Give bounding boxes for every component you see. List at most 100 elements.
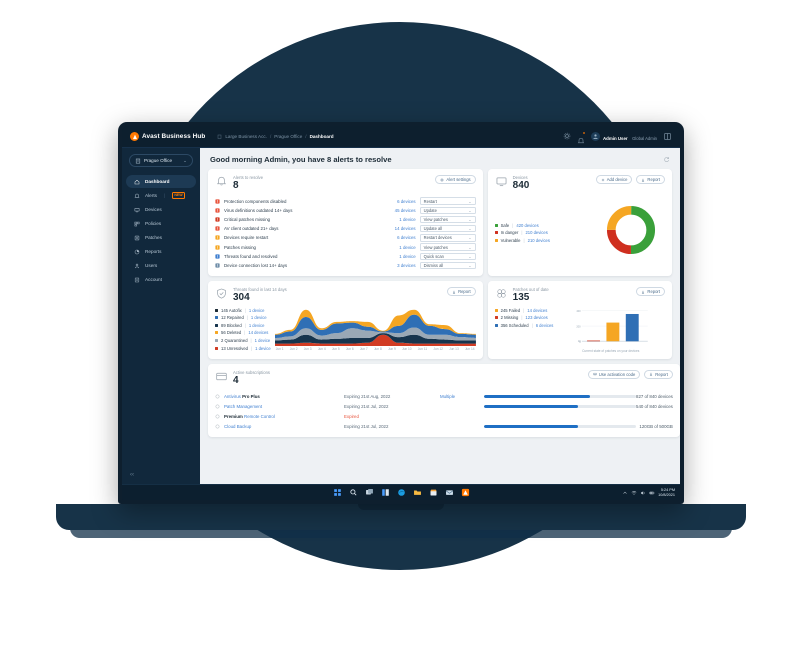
file-explorer-icon[interactable] [413, 488, 422, 497]
alert-action-select[interactable]: View patches ⌄ [419, 215, 476, 224]
office-selector[interactable]: Prague Office ⌄ [129, 154, 193, 167]
apps-grid-icon[interactable] [663, 132, 672, 141]
gear-icon[interactable] [563, 132, 571, 140]
sidebar-item-devices[interactable]: Devices [126, 203, 196, 216]
devices-report-button[interactable]: Report [636, 175, 665, 184]
legend-value[interactable]: 14 devices [248, 330, 269, 336]
avast-icon[interactable] [461, 488, 470, 497]
x-axis-tick: Jun 10 [402, 346, 412, 351]
alert-device-count[interactable]: 6 devices [397, 235, 416, 241]
legend-value[interactable]: 1 device [248, 322, 265, 328]
legend-value[interactable]: 1 device [250, 315, 267, 321]
sidebar-item-account[interactable]: Account [126, 273, 196, 286]
alert-row: Patches missing 1 device View patches ⌄ [215, 242, 476, 251]
legend-separator: | [244, 322, 246, 328]
subscription-quantity: 827 of 840 devices [636, 393, 673, 399]
alert-name: Threats found and resolved [224, 253, 278, 259]
threats-legend-item: 13 Unresolved | 1 device [215, 346, 271, 351]
legend-value[interactable]: 6 devices [535, 322, 554, 328]
sidebar-item-reports[interactable]: Reports [126, 245, 196, 258]
subscription-name[interactable]: Patch Management [224, 403, 263, 409]
app-body: Prague Office ⌄ Dashboard Alerts | NEW [122, 148, 680, 484]
brand-name: Avast Business Hub [142, 133, 206, 140]
start-icon[interactable] [333, 488, 342, 497]
alert-action-select[interactable]: Quick scan ⌄ [419, 252, 476, 260]
legend-value[interactable]: 210 devices [527, 237, 550, 243]
legend-value[interactable]: 14 devices [527, 307, 548, 313]
monitor-icon [496, 177, 507, 187]
notification-badge [581, 131, 586, 136]
subscriptions-report-button[interactable]: Report [644, 369, 673, 379]
sidebar-item-policies[interactable]: Policies [126, 217, 196, 230]
patches-report-button[interactable]: Report [636, 287, 665, 297]
alert-device-count[interactable]: 45 devices [394, 207, 416, 213]
alert-row: Device connection lost 14+ days 3 devices… [215, 261, 476, 270]
subscription-progress-bar [484, 404, 636, 408]
user-info: Admin User Global Admin [603, 127, 657, 145]
alert-device-count[interactable]: 1 device [399, 217, 416, 222]
subscription-expiry: Expiring 21st Aug, 2022 [344, 393, 391, 399]
legend-value[interactable]: 123 devices [525, 315, 548, 321]
sidebar-item-patches[interactable]: Patches [126, 231, 196, 244]
task-view-icon[interactable] [365, 488, 374, 497]
subscription-name[interactable]: Cloud Backup [224, 423, 252, 429]
alert-settings-button[interactable]: Alert settings [435, 175, 476, 184]
alert-device-count[interactable]: 1 device [399, 253, 416, 259]
legend-value[interactable]: 210 devices [525, 230, 548, 236]
wifi-icon[interactable] [631, 490, 637, 496]
legend-color-swatch [494, 238, 498, 242]
edge-icon[interactable] [397, 488, 406, 497]
subscriptions-card-kicker: Active subscriptions [233, 369, 271, 375]
sidebar-item-label: Users [145, 263, 158, 268]
legend-color-swatch [215, 308, 218, 312]
breadcrumb-item-1[interactable]: Prague Office [274, 134, 303, 139]
brand-logo[interactable]: Avast Business Hub [130, 132, 205, 141]
chevron-down-icon: ⌄ [468, 226, 472, 232]
alert-device-count[interactable]: 3 devices [397, 262, 416, 268]
alert-action-select[interactable]: View patches ⌄ [419, 243, 476, 251]
alert-device-count[interactable]: 1 device [399, 244, 416, 250]
sidebar-item-alerts[interactable]: Alerts | NEW [126, 189, 196, 202]
threats-report-button[interactable]: Report [447, 287, 476, 297]
add-device-button[interactable]: Add device [595, 175, 633, 184]
threats-card-header: Threats found in last 14 days 304 Report [215, 287, 476, 304]
subscription-multiple-link[interactable]: Multiple [440, 393, 456, 399]
mail-icon[interactable] [445, 488, 454, 497]
widgets-icon[interactable] [381, 488, 390, 497]
breadcrumb-item-0[interactable]: Large Business Acc. [225, 134, 267, 139]
sidebar-item-users[interactable]: Users [126, 259, 196, 272]
legend-value[interactable]: 1 device [248, 307, 265, 313]
subscription-name[interactable]: Premium Remote Control [224, 413, 275, 419]
chevron-up-icon[interactable] [622, 490, 628, 496]
refresh-icon[interactable] [663, 156, 670, 163]
bell-icon[interactable] [577, 131, 586, 144]
taskbar-clock[interactable]: 5:24 PM 10/8/2021 [658, 488, 675, 496]
sidebar-item-dashboard[interactable]: Dashboard [126, 175, 196, 188]
alert-device-count[interactable]: 14 devices [394, 226, 416, 232]
patches-legend: 245 Failed | 14 devices 2 Missing | 123 devic… [494, 307, 554, 353]
building-icon [218, 134, 222, 139]
legend-value[interactable]: 1 device [255, 345, 271, 351]
legend-value[interactable]: 420 devices [516, 222, 539, 228]
sidebar-item-label: Dashboard [145, 179, 170, 184]
alert-action-select[interactable]: Dismiss all ⌄ [419, 261, 476, 270]
chevron-left-icon[interactable]: ‹‹ [130, 472, 134, 478]
alert-action-select[interactable]: Update ⌄ [419, 206, 476, 215]
alert-action-select[interactable]: Restart ⌄ [419, 197, 476, 205]
user-menu[interactable]: Admin User Global Admin [590, 127, 657, 145]
sidebar: Prague Office ⌄ Dashboard Alerts | NEW [122, 148, 200, 484]
volume-icon[interactable] [640, 490, 646, 496]
avast-logo-icon [130, 132, 139, 141]
alert-action-select[interactable]: Restart devices ⌄ [419, 234, 476, 242]
search-icon[interactable] [349, 488, 358, 497]
legend-value[interactable]: 1 device [254, 337, 271, 343]
battery-icon[interactable] [649, 490, 655, 496]
alert-device-count[interactable]: 6 devices [397, 198, 416, 204]
alert-action-select[interactable]: Update all ⌄ [419, 224, 476, 233]
chevron-down-icon: ⌄ [468, 235, 472, 241]
legend-color-swatch [215, 346, 218, 350]
sidebar-item-label: Policies [145, 221, 162, 226]
subscription-name[interactable]: Antivirus Pro Plus [224, 393, 260, 399]
use-activation-code-button[interactable]: Use activation code [587, 369, 641, 379]
store-icon[interactable] [429, 488, 438, 497]
